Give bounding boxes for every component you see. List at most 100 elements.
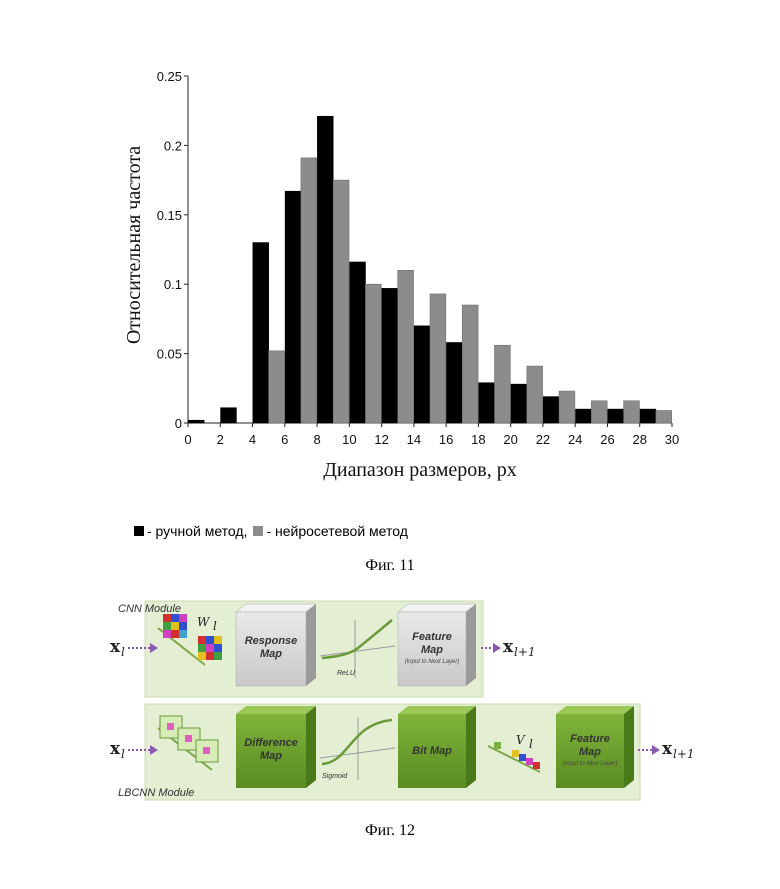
bar-neural-5 — [269, 351, 285, 423]
sigmoid-label: Sigmoid — [322, 773, 348, 780]
response-map-title-1: Response — [245, 635, 298, 647]
bit-map-title: Bit Map — [412, 745, 452, 757]
v-sub: l — [529, 737, 533, 751]
legend-item-neural: - нейросетевой метод — [253, 523, 407, 539]
bar-neural-13 — [398, 270, 414, 423]
y-tick-labels: 0 0.05 0.1 0.15 0.2 0.25 — [157, 69, 188, 431]
y-axis-title: Относительная частота — [123, 146, 145, 344]
bar-manual-25 — [576, 409, 592, 423]
figure-11-caption: Фиг. 11 — [0, 557, 780, 575]
bar-neural-11 — [365, 284, 381, 423]
difference-map-title-2: Map — [260, 750, 282, 762]
cnn-module-label: CNN Module — [118, 603, 181, 615]
bar-manual-17 — [446, 342, 462, 423]
bar-neural-15 — [430, 294, 446, 423]
legend-label-manual: - ручной метод, — [147, 523, 247, 539]
bar-neural-19 — [495, 345, 511, 423]
cnn-output-sub: l+1 — [514, 645, 536, 659]
x-tick-label: 18 — [471, 432, 485, 447]
y-tick-label: 0.05 — [157, 347, 182, 362]
bar-manual-13 — [382, 288, 398, 423]
bar-neural-25 — [591, 401, 607, 423]
lbcnn-feature-map-box: Feature Map (Input to Next Layer) — [556, 706, 634, 788]
y-tick-label: 0.25 — [157, 69, 182, 84]
bar-manual-21 — [511, 384, 527, 423]
weights-symbol: W — [197, 615, 211, 629]
x-tick-label: 10 — [342, 432, 356, 447]
x-tick-label: 14 — [407, 432, 421, 447]
y-tick-label: 0.1 — [164, 277, 182, 292]
lbcnn-output: x l+1 — [638, 739, 695, 761]
lbcnn-module-label: LBCNN Module — [118, 787, 194, 799]
weights-sub: l — [213, 619, 217, 633]
x-tick-label: 0 — [184, 432, 191, 447]
bit-map-box: Bit Map — [398, 706, 476, 788]
legend-swatch-gray — [253, 526, 263, 536]
bar-chart: 024681012141618202224262830 00.050.10.15… — [0, 0, 780, 500]
x-tick-label: 22 — [536, 432, 550, 447]
y-tick-label: 0.15 — [157, 208, 182, 223]
bar-neural-29 — [656, 411, 672, 423]
bar-neural-27 — [624, 401, 640, 423]
v-symbol: V — [516, 733, 526, 747]
x-tick-label: 20 — [503, 432, 517, 447]
x-tick-label: 28 — [632, 432, 646, 447]
x-tick-label: 24 — [568, 432, 582, 447]
bar-manual-11 — [350, 262, 366, 423]
bar-neural-9 — [333, 180, 349, 423]
bar-manual-7 — [285, 191, 301, 423]
y-tick-label: 0.2 — [164, 138, 182, 153]
x-tick-label: 16 — [439, 432, 453, 447]
dotted-arrow-icon — [638, 745, 660, 755]
chart-legend: - ручной метод, - нейросетевой метод — [134, 523, 414, 539]
legend-item-manual: - ручной метод, — [134, 523, 247, 539]
cnn-module-panel: CNN Module x l W l Response — [110, 601, 536, 697]
x-tick-label: 30 — [665, 432, 679, 447]
lbcnn-input-sub: l — [121, 747, 125, 761]
response-map-title-2: Map — [260, 648, 282, 660]
bar-manual-19 — [479, 383, 495, 423]
cnn-lbcnn-diagram: CNN Module x l W l Response — [0, 590, 780, 810]
difference-map-title-1: Difference — [244, 737, 298, 749]
y-tick-label: 0 — [175, 416, 182, 431]
relu-label: ReLU — [337, 670, 356, 677]
cnn-feature-map-title-2: Map — [421, 644, 443, 656]
bar-manual-3 — [221, 408, 237, 423]
bar-manual-15 — [414, 326, 430, 423]
bar-manual-9 — [317, 116, 333, 423]
cnn-output-symbol: x — [503, 637, 514, 657]
bar-neural-17 — [462, 305, 478, 423]
bar-neural-7 — [301, 158, 317, 423]
difference-map-box: Difference Map — [236, 706, 316, 788]
chart-bars — [188, 116, 671, 423]
bar-manual-27 — [608, 409, 624, 423]
legend-label-neural: - нейросетевой метод — [266, 523, 407, 539]
figure-12-caption: Фиг. 12 — [0, 822, 780, 840]
lbcnn-feature-map-title-1: Feature — [570, 733, 610, 745]
cnn-output: x l+1 — [481, 637, 536, 659]
cnn-feature-map-title-1: Feature — [412, 631, 452, 643]
cnn-feature-map-box: Feature Map (Input to Next Layer) — [398, 604, 476, 686]
x-tick-label: 4 — [249, 432, 256, 447]
cnn-input-symbol: x — [110, 637, 121, 657]
lbcnn-output-sub: l+1 — [673, 747, 695, 761]
lbcnn-feature-map-title-2: Map — [579, 746, 601, 758]
x-axis-title: Диапазон размеров, px — [323, 459, 517, 481]
bar-manual-29 — [640, 409, 656, 423]
bar-neural-21 — [527, 366, 543, 423]
bar-manual-5 — [253, 243, 269, 423]
bar-manual-1 — [188, 420, 204, 423]
x-tick-label: 2 — [217, 432, 224, 447]
response-map-box: Response Map — [236, 604, 316, 686]
x-tick-label: 12 — [374, 432, 388, 447]
bar-manual-23 — [543, 397, 559, 423]
lbcnn-feature-map-sub: (Input to Next Layer) — [563, 761, 618, 767]
dotted-arrow-icon — [481, 643, 501, 653]
cnn-input-sub: l — [121, 645, 125, 659]
lbcnn-module-panel: LBCNN Module x l Difference Map — [110, 704, 695, 800]
x-tick-label: 6 — [281, 432, 288, 447]
x-tick-labels: 024681012141618202224262830 — [184, 423, 679, 447]
cnn-feature-map-sub: (Input to Next Layer) — [405, 659, 460, 665]
lbcnn-input-symbol: x — [110, 739, 121, 759]
x-tick-label: 26 — [600, 432, 614, 447]
